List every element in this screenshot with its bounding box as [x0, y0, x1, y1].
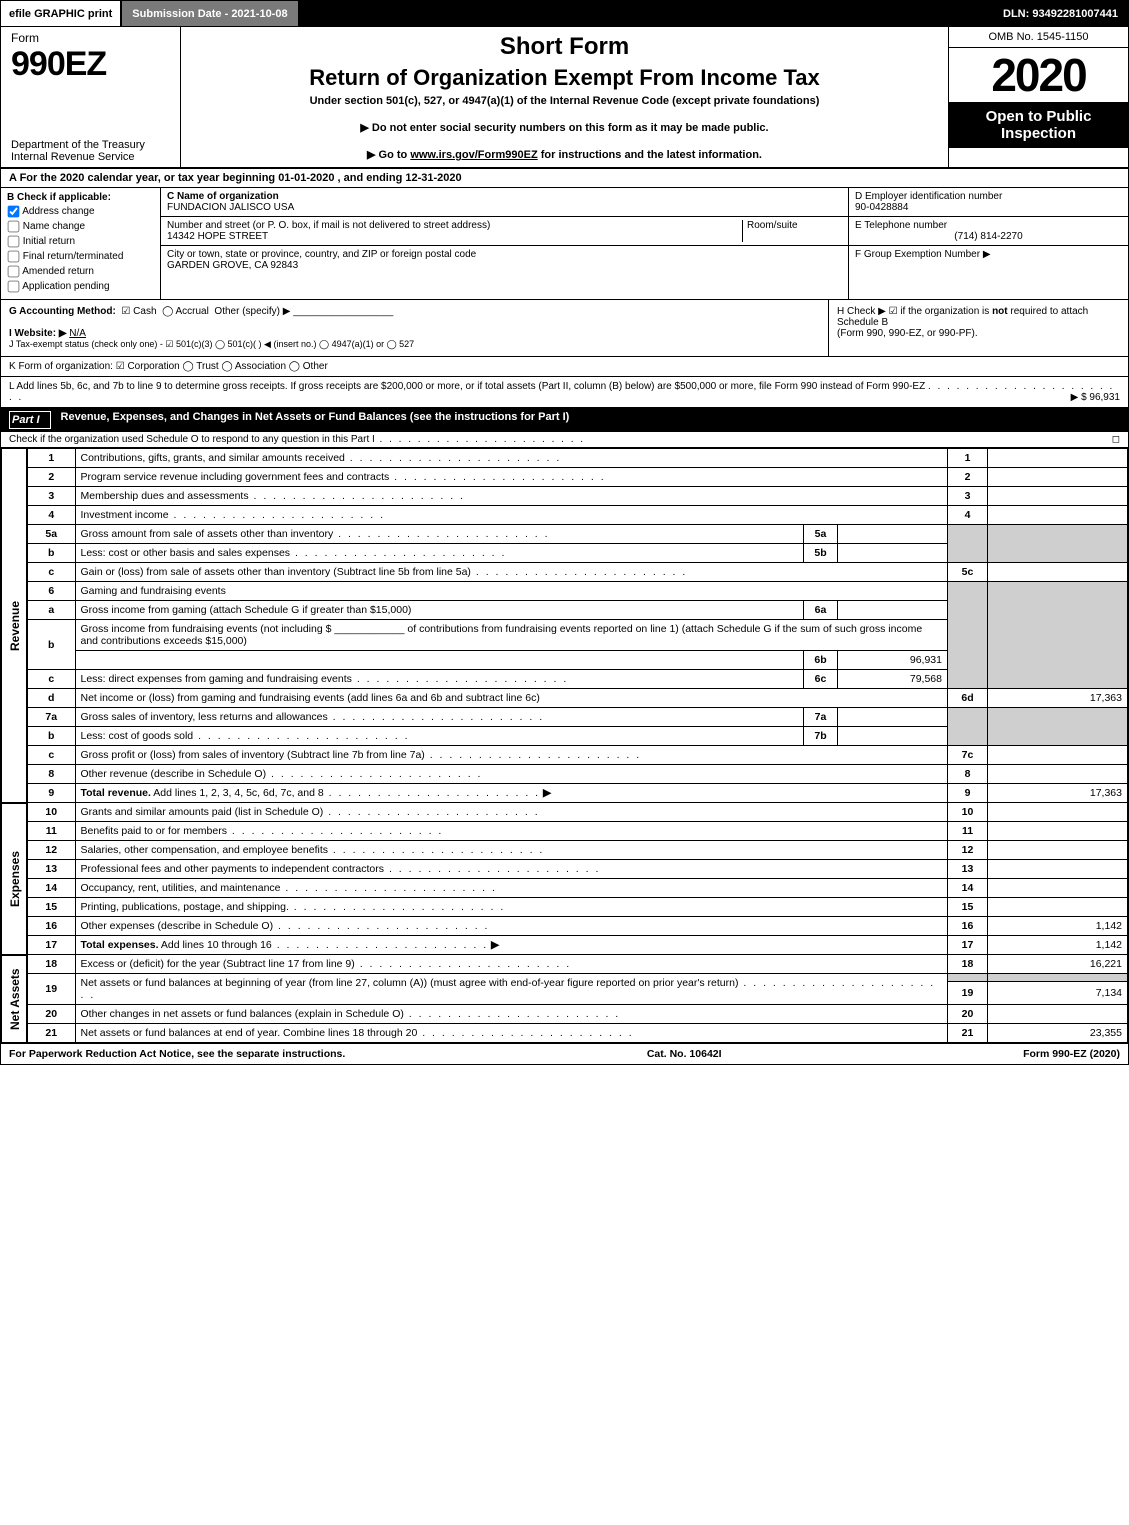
part1-sub: Check if the organization used Schedule …	[1, 432, 1128, 448]
part1-header: Part I Revenue, Expenses, and Changes in…	[1, 408, 1128, 432]
tax-year: 2020	[949, 48, 1128, 102]
footer-center: Cat. No. 10642I	[647, 1048, 722, 1060]
efile-label: efile GRAPHIC print	[1, 1, 122, 26]
header-right: OMB No. 1545-1150 2020 Open to Public In…	[948, 27, 1128, 167]
short-form-title: Short Form	[191, 33, 938, 61]
section-def: D Employer identification number 90-0428…	[848, 188, 1128, 299]
header-left: Form 990EZ Department of the Treasury In…	[1, 27, 181, 167]
chk-address-change[interactable]: Address change	[7, 205, 154, 218]
netassets-sidebar: Net Assets	[2, 955, 28, 1043]
amt-19: 7,134	[988, 982, 1128, 1005]
e-label: E Telephone number	[855, 220, 947, 231]
omb-number: OMB No. 1545-1150	[949, 27, 1128, 48]
city-label: City or town, state or province, country…	[167, 249, 476, 260]
d-label: D Employer identification number	[855, 191, 1002, 202]
expenses-sidebar: Expenses	[2, 803, 28, 955]
row-gh: G Accounting Method: ☑ Cash ◯ Accrual Ot…	[1, 300, 1128, 357]
amt-17: 1,142	[988, 936, 1128, 955]
row-l: L Add lines 5b, 6c, and 7b to line 9 to …	[1, 377, 1128, 408]
amt-6c: 79,568	[838, 670, 948, 689]
irs-link[interactable]: www.irs.gov/Form990EZ	[410, 149, 537, 161]
i-label: I Website: ▶	[9, 328, 67, 339]
open-inspection: Open to Public Inspection	[949, 102, 1128, 148]
f-label: F Group Exemption Number ▶	[855, 249, 991, 260]
form-page: efile GRAPHIC print Submission Date - 20…	[0, 0, 1129, 1065]
b-label: B Check if applicable:	[7, 192, 154, 203]
submission-date: Submission Date - 2021-10-08	[122, 1, 299, 26]
c-label: C Name of organization	[167, 191, 279, 202]
return-title: Return of Organization Exempt From Incom…	[191, 65, 938, 91]
org-name: FUNDACION JALISCO USA	[167, 202, 294, 213]
part1-title: Revenue, Expenses, and Changes in Net As…	[61, 411, 570, 429]
chk-name-change[interactable]: Name change	[7, 220, 154, 233]
amt-6d: 17,363	[988, 689, 1128, 708]
room-suite-label: Room/suite	[742, 220, 842, 242]
website-value: N/A	[69, 328, 86, 339]
department-label: Department of the Treasury Internal Reve…	[11, 139, 170, 163]
section-c: C Name of organization FUNDACION JALISCO…	[161, 188, 848, 299]
footer-right: Form 990-EZ (2020)	[1023, 1048, 1120, 1060]
dln-label: DLN: 93492281007441	[993, 1, 1128, 26]
section-h: H Check ▶ ☑ if the organization is not r…	[828, 300, 1128, 356]
form-word: Form	[11, 31, 170, 45]
page-footer: For Paperwork Reduction Act Notice, see …	[1, 1043, 1128, 1064]
amt-9: 17,363	[988, 784, 1128, 803]
part1-label: Part I	[9, 411, 51, 429]
chk-initial-return[interactable]: Initial return	[7, 235, 154, 248]
amt-21: 23,355	[988, 1024, 1128, 1043]
chk-amended[interactable]: Amended return	[7, 265, 154, 278]
row-k: K Form of organization: ☑ Corporation ◯ …	[1, 357, 1128, 377]
revenue-sidebar: Revenue	[2, 449, 28, 803]
section-bcdef: B Check if applicable: Address change Na…	[1, 188, 1128, 300]
section-g: G Accounting Method: ☑ Cash ◯ Accrual Ot…	[1, 300, 828, 356]
addr-label: Number and street (or P. O. box, if mail…	[167, 220, 490, 231]
amt-18: 16,221	[988, 955, 1128, 974]
footer-left: For Paperwork Reduction Act Notice, see …	[9, 1048, 345, 1060]
header-center: Short Form Return of Organization Exempt…	[181, 27, 948, 167]
row-a-period: A For the 2020 calendar year, or tax yea…	[1, 169, 1128, 188]
amt-6b: 96,931	[838, 651, 948, 670]
note-link: ▶ Go to www.irs.gov/Form990EZ for instru…	[191, 148, 938, 161]
subtitle: Under section 501(c), 527, or 4947(a)(1)…	[191, 95, 938, 107]
form-number: 990EZ	[11, 45, 170, 84]
amt-16: 1,142	[988, 917, 1128, 936]
lines-table: Revenue 1Contributions, gifts, grants, a…	[1, 448, 1128, 1043]
chk-final-return[interactable]: Final return/terminated	[7, 250, 154, 263]
section-b: B Check if applicable: Address change Na…	[1, 188, 161, 299]
phone-value: (714) 814-2270	[855, 231, 1122, 242]
org-address: 14342 HOPE STREET	[167, 231, 268, 242]
form-header: Form 990EZ Department of the Treasury In…	[1, 27, 1128, 169]
chk-pending[interactable]: Application pending	[7, 280, 154, 293]
ein-value: 90-0428884	[855, 202, 908, 213]
row-j: J Tax-exempt status (check only one) - ☑…	[9, 339, 414, 349]
org-city: GARDEN GROVE, CA 92843	[167, 260, 298, 271]
note-ssn: ▶ Do not enter social security numbers o…	[191, 121, 938, 134]
top-bar: efile GRAPHIC print Submission Date - 20…	[1, 1, 1128, 27]
